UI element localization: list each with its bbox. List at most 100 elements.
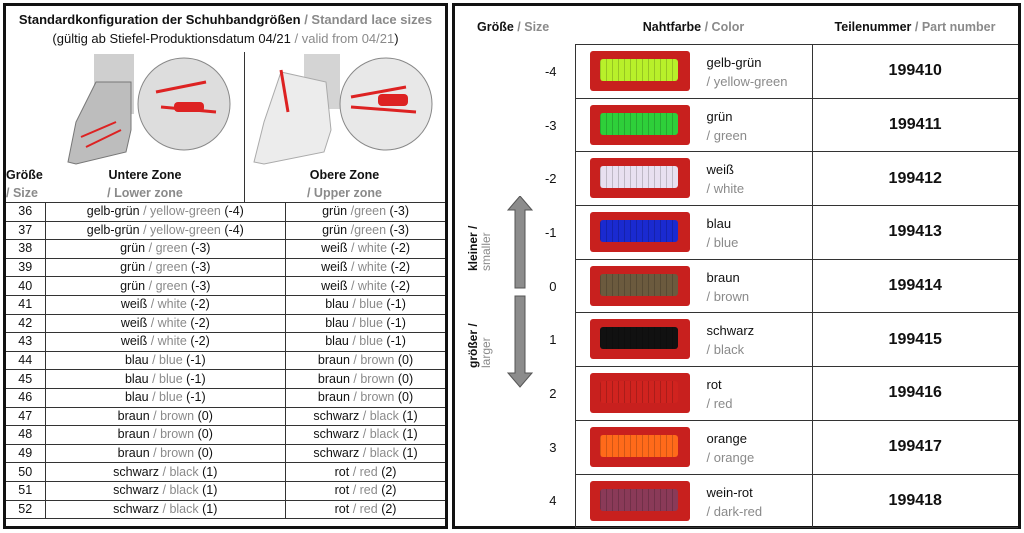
- color-en: / yellow-green: [143, 204, 221, 219]
- color-en: / brown: [353, 390, 395, 405]
- thread-swatch-image: [589, 373, 690, 414]
- color-size: (-2): [390, 241, 411, 256]
- size-cell: 47: [6, 406, 46, 427]
- upper-zone-cell: rot / red (2): [285, 480, 445, 501]
- header-lower-zone: Untere Zone / Lower zone: [46, 166, 244, 202]
- size-cell: -1: [544, 224, 557, 240]
- size-cell: 42: [6, 313, 46, 334]
- part-number-cell: 199411: [811, 97, 1018, 153]
- table-row: 44 blau / blue (-1) braun / brown (0): [6, 350, 445, 371]
- color-size: (-1): [386, 297, 406, 312]
- header-size: Größe / Size: [6, 166, 43, 202]
- size-cell: 52: [6, 499, 46, 520]
- color-en: / blue: [352, 315, 383, 330]
- upper-zone-cell: blau / blue (-1): [285, 294, 445, 315]
- size-cell: 44: [6, 350, 46, 371]
- color-size: (2): [381, 501, 397, 516]
- table-row: 52 schwarz / black (1) rot / red (2): [6, 499, 445, 520]
- part-number-cell: 199417: [811, 419, 1018, 475]
- title-de: Standardkonfiguration der Schuhbandgröße…: [18, 12, 301, 27]
- color-en: / red: [352, 483, 378, 498]
- color-size: (-3): [191, 260, 211, 275]
- color-en: / black: [362, 408, 399, 423]
- color-en: / black: [162, 501, 199, 516]
- header-lower-de: Untere Zone: [108, 168, 182, 182]
- upper-zone-cell: braun / brown (0): [285, 369, 445, 389]
- color-size: (-2): [390, 260, 411, 275]
- color-size: (-1): [186, 390, 206, 405]
- arrow-up-icon: [507, 196, 533, 289]
- color-de: weiß: [321, 241, 348, 256]
- lower-zone-cell: gelb-grün / yellow-green (-4): [44, 202, 287, 222]
- color-en: / black: [362, 446, 399, 461]
- table-row: 4 wein-rot / dark-red 199418: [455, 473, 1018, 529]
- color-size: (2): [381, 464, 397, 479]
- header-color-en: / Color: [704, 20, 745, 34]
- header-part-de: Teilenummer: [834, 20, 912, 34]
- color-de: rot: [334, 464, 350, 479]
- color-en: / green: [706, 127, 747, 143]
- color-en: / brown: [153, 427, 195, 442]
- size-cell: -3: [544, 117, 557, 133]
- upper-zone-cell: schwarz / black (1): [285, 425, 445, 445]
- size-cell: 3: [549, 439, 557, 455]
- table-row: 49 braun / brown (0) schwarz / black (1): [6, 443, 445, 464]
- color-cell: rot / red: [574, 366, 813, 421]
- color-en: / red: [352, 501, 378, 516]
- table-row: 1 schwarz / black 199415: [455, 312, 1018, 368]
- color-de: gelb-grün: [706, 55, 762, 70]
- color-size: (0): [197, 446, 213, 461]
- color-size: (0): [397, 390, 414, 405]
- color-size: (-2): [190, 297, 210, 312]
- part-number-cell: 199413: [811, 205, 1018, 260]
- color-de: schwarz: [113, 501, 160, 516]
- color-de: braun: [317, 390, 350, 405]
- color-de: gelb-grün: [86, 204, 140, 219]
- color-size: (-1): [186, 353, 206, 368]
- color-en: / black: [362, 427, 399, 442]
- color-de: weiß: [120, 315, 148, 330]
- color-en: / brown: [153, 446, 195, 461]
- table-row: 46 blau / blue (-1) braun / brown (0): [6, 387, 445, 408]
- color-de: blau: [124, 390, 149, 405]
- size-cell: -2: [544, 171, 557, 187]
- color-en: / blue: [152, 371, 183, 386]
- thread-swatch-image: [589, 212, 690, 253]
- color-de: weiß: [120, 297, 148, 312]
- header-color-de: Nahtfarbe: [642, 20, 702, 34]
- upper-zone-cell: rot / red (2): [285, 462, 445, 482]
- table-subtitle: (gültig ab Stiefel-Produktionsdatum 04/2…: [6, 31, 445, 46]
- color-cell: wein-rot / dark-red: [574, 473, 813, 529]
- color-de: gelb-grün: [86, 222, 140, 237]
- header-upper-zone: Obere Zone / Upper zone: [244, 166, 445, 202]
- color-size: (-1): [386, 334, 406, 349]
- color-de: braun: [117, 446, 150, 461]
- lower-zone-cell: grün / green (-3): [44, 257, 287, 278]
- thread-swatch-image: [589, 265, 690, 306]
- table-row: 37 gelb-grün / yellow-green (-4) grün /g…: [6, 220, 445, 241]
- size-cell: 39: [6, 257, 46, 278]
- larger-en: larger: [479, 337, 493, 368]
- label-smaller: kleiner / smaller: [466, 226, 493, 271]
- color-en: / yellow-green: [143, 222, 221, 237]
- color-de: schwarz: [313, 446, 360, 461]
- table-row: 36 gelb-grün / yellow-green (-4) grün /g…: [6, 202, 445, 222]
- size-cell: 4: [549, 493, 557, 509]
- header-upper-en: / Upper zone: [306, 186, 382, 200]
- size-direction-arrows: [507, 196, 533, 388]
- header-size-de: Größe: [477, 20, 514, 34]
- smaller-en: smaller: [479, 232, 493, 271]
- color-size: (0): [197, 408, 213, 423]
- color-size: (-1): [186, 371, 206, 386]
- upper-zone-cell: schwarz / black (1): [285, 443, 445, 464]
- table-row: -4 gelb-grün / yellow-green 199410: [455, 44, 1018, 99]
- color-size: (-3): [389, 222, 409, 237]
- header-color: Nahtfarbe / Color: [575, 18, 812, 36]
- color-de: weiß: [321, 260, 348, 275]
- color-size: (-3): [191, 241, 211, 256]
- color-en: / brown: [353, 371, 395, 386]
- color-size: (-3): [191, 278, 211, 293]
- lower-zone-cell: schwarz / black (1): [44, 499, 287, 520]
- color-en: / white: [150, 315, 187, 330]
- color-de: braun: [706, 269, 740, 285]
